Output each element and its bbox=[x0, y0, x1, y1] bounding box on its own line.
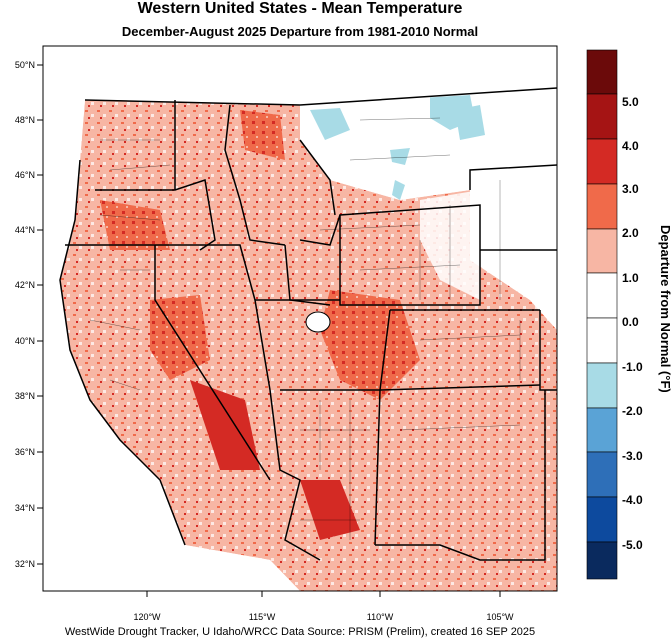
lat-label: 40°N bbox=[15, 336, 35, 346]
colorbar-label: -3.0 bbox=[622, 449, 643, 463]
lat-label: 34°N bbox=[15, 503, 35, 513]
lat-label: 42°N bbox=[15, 280, 35, 290]
colorbar-label: -1.0 bbox=[622, 360, 643, 374]
colorbar-label: -4.0 bbox=[622, 493, 643, 507]
lat-label: 38°N bbox=[15, 391, 35, 401]
map-border bbox=[42, 45, 558, 592]
lat-label: 46°N bbox=[15, 170, 35, 180]
lat-label: 36°N bbox=[15, 447, 35, 457]
lat-label: 32°N bbox=[15, 559, 35, 569]
colorbar-label: 0.0 bbox=[622, 315, 639, 329]
state-boundaries bbox=[59, 87, 557, 561]
county-lines bbox=[89, 117, 521, 540]
data-source-credit: WestWide Drought Tracker, U Idaho/WRCC D… bbox=[64, 626, 536, 638]
colorbar-label: 1.0 bbox=[622, 271, 639, 285]
colorbar-swatch bbox=[586, 362, 618, 409]
colorbar-label: 5.0 bbox=[622, 95, 639, 109]
lon-label: 120°W bbox=[133, 612, 161, 622]
lon-label: 115°W bbox=[249, 612, 276, 622]
colorbar-swatch bbox=[586, 317, 618, 364]
colorbar-label: 4.0 bbox=[622, 139, 639, 153]
lon-label: 105°W bbox=[486, 612, 514, 622]
colorbar-swatch bbox=[586, 93, 618, 140]
latitude-axis: 50°N 48°N 46°N 44°N 42°N 40°N 38°N 36°N … bbox=[15, 60, 43, 569]
lat-label: 44°N bbox=[15, 225, 35, 235]
temperature-field bbox=[43, 46, 557, 591]
colorbar-swatch bbox=[586, 138, 618, 185]
lat-label: 50°N bbox=[15, 60, 35, 70]
colorbar-swatch bbox=[586, 407, 618, 453]
colorbar-swatch bbox=[586, 451, 618, 498]
great-salt-lake bbox=[305, 311, 331, 333]
colorbar-swatch bbox=[586, 272, 618, 319]
colorbar-label: -2.0 bbox=[622, 404, 643, 418]
colorbar-label: -5.0 bbox=[622, 538, 643, 552]
colorbar-swatch bbox=[586, 496, 618, 543]
lat-label: 48°N bbox=[15, 115, 35, 125]
colorbar: 5.0 4.0 3.0 2.0 1.0 0.0 -1.0 -2.0 -3.0 -… bbox=[586, 49, 671, 580]
colorbar-swatch bbox=[586, 49, 618, 95]
colorbar-label: 3.0 bbox=[622, 182, 639, 196]
colorbar-swatch bbox=[586, 228, 618, 274]
colorbar-title: Departure from Normal (°F) bbox=[658, 225, 671, 393]
colorbar-label: 2.0 bbox=[622, 226, 639, 240]
map-subtitle: December-August 2025 Departure from 1981… bbox=[121, 24, 479, 39]
colorbar-swatch bbox=[586, 183, 618, 230]
longitude-axis: 120°W 115°W 110°W 105°W bbox=[133, 591, 514, 622]
map-title: Western United States - Mean Temperature bbox=[137, 0, 463, 17]
colorbar-swatch bbox=[586, 541, 618, 580]
lon-label: 110°W bbox=[367, 612, 394, 622]
